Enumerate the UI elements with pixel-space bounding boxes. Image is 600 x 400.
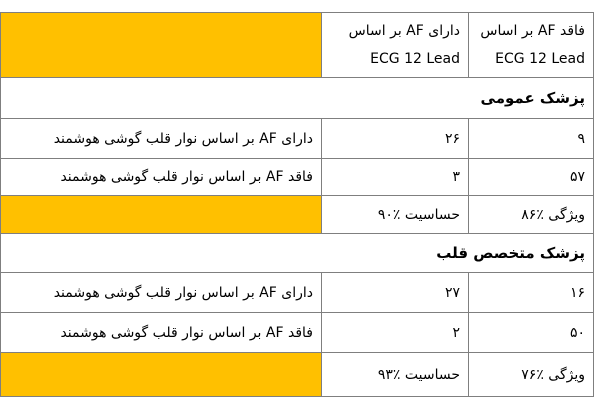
with-af-value: ۲۶ (321, 118, 469, 159)
row-label: فاقد AF بر اساس نوار قلب گوشی هوشمند (0, 312, 322, 353)
summary-blank-cell (0, 352, 322, 397)
header-row: فاقد AF بر اساس ECG 12 Lead دارای AF بر … (0, 12, 594, 78)
header-blank-cell (0, 12, 322, 78)
without-af-value: ۱۶ (468, 272, 594, 313)
summary-blank-cell (0, 195, 322, 234)
table-row: ۵۷ ۳ فاقد AF بر اساس نوار قلب گوشی هوشمن… (0, 158, 594, 196)
section-title: پزشک عمومی (0, 77, 594, 119)
sensitivity: حساسیت ٪۹۳ (321, 352, 469, 397)
table-row: ۱۶ ۲۷ دارای AF بر اساس نوار قلب گوشی هوش… (0, 272, 594, 313)
header-without-af: فاقد AF بر اساس ECG 12 Lead (468, 12, 594, 78)
row-label: دارای AF بر اساس نوار قلب گوشی هوشمند (0, 118, 322, 159)
without-af-value: ۹ (468, 118, 594, 159)
with-af-value: ۲۷ (321, 272, 469, 313)
table-row: ۵۰ ۲ فاقد AF بر اساس نوار قلب گوشی هوشمن… (0, 312, 594, 353)
with-af-value: ۳ (321, 158, 469, 196)
row-label: فاقد AF بر اساس نوار قلب گوشی هوشمند (0, 158, 322, 196)
specificity: ویژگی ٪۸۶ (468, 195, 594, 234)
row-label: دارای AF بر اساس نوار قلب گوشی هوشمند (0, 272, 322, 313)
without-af-value: ۵۰ (468, 312, 594, 353)
table-row: ۹ ۲۶ دارای AF بر اساس نوار قلب گوشی هوشم… (0, 118, 594, 159)
sensitivity: حساسیت ٪۹۰ (321, 195, 469, 234)
header-with-af: دارای AF بر اساس ECG 12 Lead (321, 12, 469, 78)
specificity: ویژگی ٪۷۶ (468, 352, 594, 397)
summary-row: ویژگی ٪۸۶ حساسیت ٪۹۰ (0, 195, 594, 234)
with-af-value: ۲ (321, 312, 469, 353)
without-af-value: ۵۷ (468, 158, 594, 196)
summary-row: ویژگی ٪۷۶ حساسیت ٪۹۳ (0, 352, 594, 397)
results-table: فاقد AF بر اساس ECG 12 Lead دارای AF بر … (0, 12, 594, 397)
section-title: پزشک متخصص قلب (0, 233, 594, 273)
